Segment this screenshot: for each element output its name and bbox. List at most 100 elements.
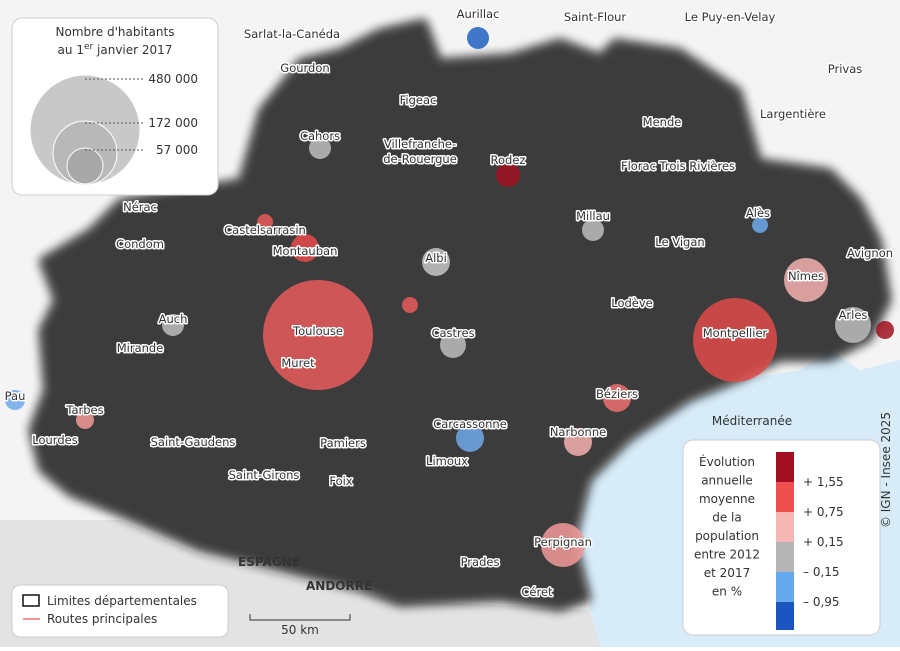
dot bbox=[564, 428, 592, 456]
city-label: Limoux bbox=[426, 454, 468, 468]
city-label: Arles bbox=[839, 308, 868, 322]
city-label: Narbonne bbox=[550, 425, 606, 439]
city-label: Le Vigan bbox=[655, 235, 704, 249]
population-dots bbox=[5, 27, 894, 567]
color-legend: Évolution annuelle moyenne de la population e… bbox=[682, 439, 881, 636]
break-label: – 0,15 bbox=[803, 565, 840, 579]
legend-title: au 1er janvier 2017 bbox=[58, 42, 173, 57]
legend-title: annuelle bbox=[701, 474, 753, 488]
dot bbox=[440, 332, 466, 358]
dot bbox=[456, 424, 484, 452]
city-label: Mirande bbox=[117, 341, 164, 355]
dot bbox=[5, 390, 25, 410]
city-label: Sarlat-la-Canéda bbox=[244, 27, 340, 41]
size-legend: Nombre d'habitants au 1er janvier 2017 4… bbox=[11, 17, 219, 196]
dot bbox=[402, 297, 418, 313]
sea-label: Méditerranée bbox=[712, 414, 792, 428]
size-label: 57 000 bbox=[156, 143, 198, 157]
legend-title: Nombre d'habitants bbox=[56, 25, 175, 39]
credit: © IGN - Insee 2025 bbox=[879, 412, 893, 528]
dot bbox=[263, 280, 373, 390]
dot bbox=[693, 298, 777, 382]
legend-title: moyenne bbox=[699, 492, 755, 506]
city-label: Foix bbox=[329, 474, 352, 488]
legend-label: Routes principales bbox=[47, 612, 157, 626]
city-label: Condom bbox=[116, 237, 164, 251]
city-label: Prades bbox=[461, 555, 500, 569]
city-label: Carcassonne bbox=[433, 417, 507, 431]
scale-bar: 50 km bbox=[249, 614, 351, 637]
legend-title: Évolution bbox=[699, 454, 755, 469]
city-label: Cahors bbox=[300, 129, 340, 143]
dot bbox=[291, 234, 319, 262]
dot bbox=[496, 163, 520, 187]
city-label: Perpignan bbox=[534, 535, 592, 549]
dot bbox=[876, 321, 894, 339]
city-label: Auch bbox=[159, 312, 188, 326]
city-label: Castelsarrasin bbox=[224, 223, 306, 237]
city-label: Béziers bbox=[596, 387, 638, 401]
legend-title: en % bbox=[712, 585, 742, 599]
city-label: Millau bbox=[576, 209, 610, 223]
dot bbox=[422, 248, 450, 276]
country-label: ANDORRE bbox=[306, 579, 372, 593]
dot bbox=[582, 219, 604, 241]
size-label: 172 000 bbox=[148, 116, 198, 130]
city-label: Gourdon bbox=[280, 61, 329, 75]
city-label: Mende bbox=[643, 115, 682, 129]
legend-label: Limites départementales bbox=[47, 594, 197, 608]
city-labels: Sarlat-la-Canéda Gourdon Aurillac Saint-Flo… bbox=[3, 6, 894, 601]
size-label: 480 000 bbox=[148, 72, 198, 86]
city-label: Saint-Flour bbox=[564, 10, 627, 24]
city-label: Rodez bbox=[491, 153, 526, 167]
city-label: Lodève bbox=[611, 296, 653, 310]
dot bbox=[752, 217, 768, 233]
break-label: + 1,55 bbox=[803, 475, 844, 489]
break-label: + 0,75 bbox=[803, 505, 844, 519]
city-label: Lourdes bbox=[32, 433, 77, 447]
legend-title: de la bbox=[712, 511, 742, 525]
dot bbox=[467, 27, 489, 49]
city-label: Aurillac bbox=[457, 7, 500, 21]
dot bbox=[257, 214, 273, 230]
city-label: Tarbes bbox=[65, 403, 103, 417]
line-legend: Limites départementales Routes principal… bbox=[11, 584, 229, 638]
country-label: ESPAGNE bbox=[238, 555, 300, 569]
legend-title: et 2017 bbox=[704, 566, 750, 580]
city-label: de-Rouergue bbox=[383, 152, 457, 166]
city-label: Albi bbox=[425, 251, 447, 265]
legend-title: entre 2012 bbox=[694, 548, 760, 562]
legend-title: population bbox=[695, 529, 759, 543]
region bbox=[30, 20, 890, 610]
city-label: Le Puy-en-Velay bbox=[685, 10, 776, 24]
legend-title-part: au 1 bbox=[58, 43, 84, 57]
city-label: Nîmes bbox=[788, 269, 824, 283]
city-label: Pau bbox=[5, 389, 26, 403]
city-label: Alès bbox=[746, 206, 770, 220]
break-label: + 0,15 bbox=[803, 535, 844, 549]
legend-title-part: janvier 2017 bbox=[93, 43, 172, 57]
break-label: – 0,95 bbox=[803, 595, 840, 609]
city-label: Pamiers bbox=[320, 436, 366, 450]
dot bbox=[162, 314, 184, 336]
city-label: Muret bbox=[281, 356, 315, 370]
city-label: Avignon bbox=[847, 246, 893, 260]
city-label: Céret bbox=[521, 585, 553, 599]
dot bbox=[835, 307, 871, 343]
dot bbox=[541, 523, 585, 567]
city-label: Villefranche- bbox=[384, 137, 456, 151]
city-label: Figeac bbox=[400, 93, 437, 107]
city-label: Privas bbox=[828, 62, 863, 76]
dot bbox=[309, 137, 331, 159]
city-label: Florac Trois Rivières bbox=[621, 159, 735, 173]
city-label: Montpellier bbox=[703, 326, 768, 340]
city-label: Saint-Gaudens bbox=[151, 435, 236, 449]
city-label: Nérac bbox=[123, 200, 157, 214]
dot bbox=[784, 258, 828, 302]
city-label: Toulouse bbox=[292, 324, 343, 338]
city-label: Castres bbox=[431, 326, 474, 340]
city-label: Saint-Girons bbox=[229, 468, 300, 482]
legend-title-sup: er bbox=[84, 42, 94, 52]
dot bbox=[76, 411, 94, 429]
